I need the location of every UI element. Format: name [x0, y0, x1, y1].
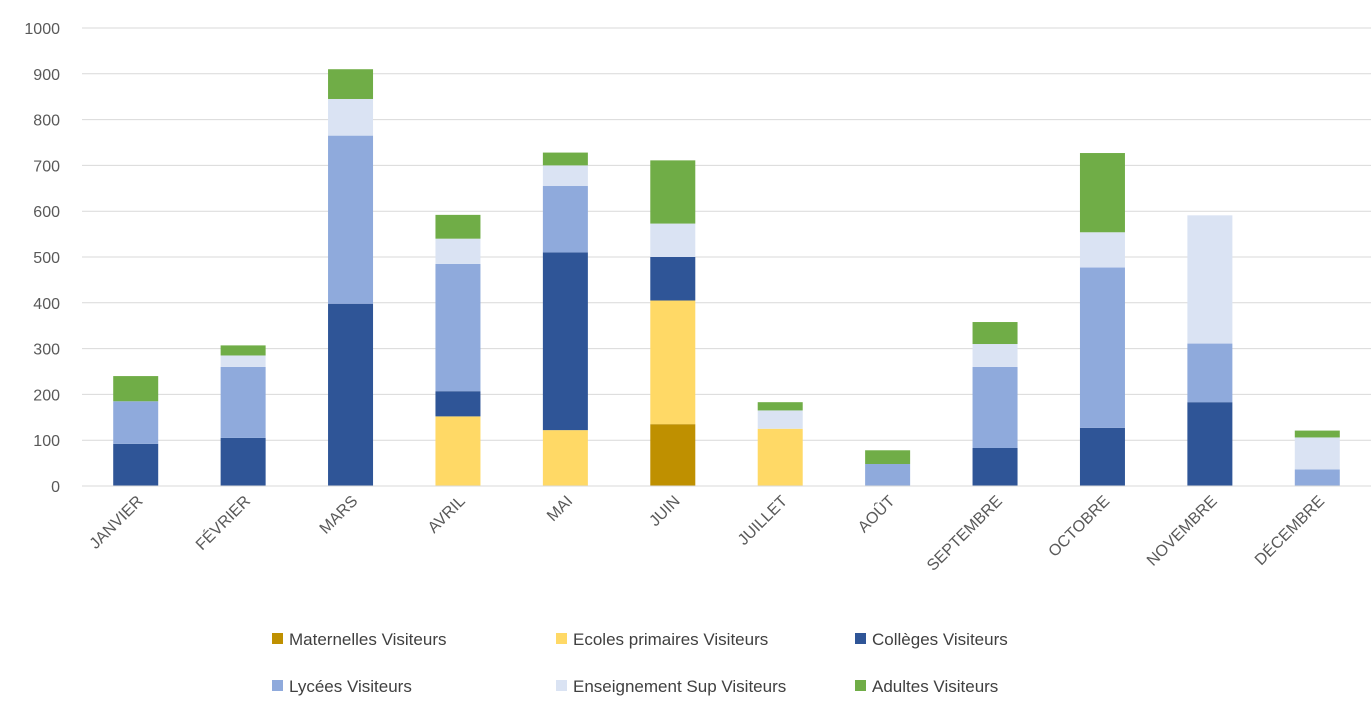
y-tick-label-300: 300 — [33, 342, 60, 359]
legend-label-ecoles-primaires-visiteurs: Ecoles primaires Visiteurs — [573, 630, 768, 649]
bar-fevrier-colleges-visiteurs — [220, 437, 266, 486]
legend-item-enseignement-sup-visiteurs: Enseignement Sup Visiteurs — [556, 677, 786, 696]
y-tick-label-900: 900 — [33, 67, 60, 84]
x-tick-label-mars: MARS — [317, 493, 362, 538]
legend-item-colleges-visiteurs: Collèges Visiteurs — [855, 630, 1008, 649]
x-tick-label-aout: AOÛT — [854, 491, 899, 536]
bar-septembre-enseignement-sup-visiteurs — [972, 344, 1018, 367]
legend-item-lycees-visiteurs: Lycées Visiteurs — [272, 677, 412, 696]
bar-avril-ecoles-primaires-visiteurs — [435, 416, 481, 486]
bar-fevrier-enseignement-sup-visiteurs — [220, 355, 266, 367]
legend-label-adultes-visiteurs: Adultes Visiteurs — [872, 677, 998, 696]
bar-janvier-lycees-visiteurs — [113, 401, 159, 444]
bar-janvier-adultes-visiteurs — [113, 376, 159, 402]
legend-swatch-maternelles-visiteurs — [272, 633, 283, 644]
x-tick-label-octobre: OCTOBRE — [1046, 493, 1114, 561]
bar-septembre-colleges-visiteurs — [972, 447, 1018, 486]
bar-mai-adultes-visiteurs — [542, 152, 588, 166]
bar-juin-enseignement-sup-visiteurs — [650, 223, 696, 257]
bar-novembre-lycees-visiteurs — [1187, 343, 1233, 403]
bar-juin-adultes-visiteurs — [650, 160, 696, 224]
legend-swatch-adultes-visiteurs — [855, 680, 866, 691]
bar-juin-maternelles-visiteurs — [650, 424, 696, 486]
x-tick-label-septembre: SEPTEMBRE — [924, 493, 1006, 575]
legend-label-maternelles-visiteurs: Maternelles Visiteurs — [289, 630, 446, 649]
bar-mars-lycees-visiteurs — [328, 135, 374, 304]
bar-mars-adultes-visiteurs — [328, 69, 374, 99]
x-tick-label-juin: JUIN — [646, 493, 683, 530]
bar-septembre-adultes-visiteurs — [972, 322, 1018, 345]
bar-septembre-lycees-visiteurs — [972, 366, 1018, 448]
bar-aout-lycees-visiteurs — [865, 464, 911, 486]
legend-swatch-enseignement-sup-visiteurs — [556, 680, 567, 691]
bar-avril-colleges-visiteurs — [435, 391, 481, 417]
bar-mai-enseignement-sup-visiteurs — [542, 165, 588, 187]
bar-avril-enseignement-sup-visiteurs — [435, 238, 481, 264]
legend-swatch-colleges-visiteurs — [855, 633, 866, 644]
legend-label-lycees-visiteurs: Lycées Visiteurs — [289, 677, 412, 696]
y-tick-label-500: 500 — [33, 250, 60, 267]
y-tick-label-1000: 1000 — [24, 21, 60, 38]
bar-juillet-ecoles-primaires-visiteurs — [757, 428, 803, 486]
bar-janvier-colleges-visiteurs — [113, 443, 159, 486]
x-axis-tick-labels: JANVIER FÉVRIER MARS AVRIL MAI JUIN JUILLET AOÛ… — [87, 491, 1328, 574]
bar-octobre-colleges-visiteurs — [1079, 427, 1125, 486]
bar-octobre-adultes-visiteurs — [1079, 153, 1125, 233]
bar-mai-colleges-visiteurs — [542, 252, 588, 431]
x-tick-label-avril: AVRIL — [425, 493, 469, 537]
bar-mai-ecoles-primaires-visiteurs — [542, 430, 588, 486]
x-tick-label-fevrier: FÉVRIER — [191, 491, 253, 553]
bar-mai-lycees-visiteurs — [542, 186, 588, 253]
y-tick-label-600: 600 — [33, 204, 60, 221]
bar-decembre-enseignement-sup-visiteurs — [1294, 437, 1340, 470]
bar-fevrier-lycees-visiteurs — [220, 366, 266, 438]
y-tick-label-400: 400 — [33, 296, 60, 313]
bar-mars-colleges-visiteurs — [328, 303, 374, 486]
bar-novembre-colleges-visiteurs — [1187, 402, 1233, 486]
x-tick-label-juillet: JUILLET — [735, 493, 791, 549]
bar-juin-colleges-visiteurs — [650, 257, 696, 301]
legend-item-maternelles-visiteurs: Maternelles Visiteurs — [272, 630, 446, 649]
bar-aout-adultes-visiteurs — [865, 450, 911, 465]
y-tick-label-800: 800 — [33, 113, 60, 130]
gridlines — [82, 27, 1371, 441]
bar-avril-adultes-visiteurs — [435, 214, 481, 239]
bar-fevrier-adultes-visiteurs — [220, 345, 266, 356]
y-tick-label-100: 100 — [33, 433, 60, 450]
bar-mars-enseignement-sup-visiteurs — [328, 98, 374, 136]
legend-swatch-ecoles-primaires-visiteurs — [556, 633, 567, 644]
y-tick-label-200: 200 — [33, 387, 60, 404]
bar-octobre-enseignement-sup-visiteurs — [1079, 232, 1125, 268]
y-axis-tick-labels: 0 100 200 300 400 500 600 700 800 900 1000 — [24, 21, 60, 496]
x-tick-label-janvier: JANVIER — [87, 493, 147, 553]
legend-label-colleges-visiteurs: Collèges Visiteurs — [872, 630, 1008, 649]
legend-swatch-lycees-visiteurs — [272, 680, 283, 691]
bar-decembre-adultes-visiteurs — [1294, 430, 1340, 438]
bar-juillet-adultes-visiteurs — [757, 402, 803, 411]
legend-item-adultes-visiteurs: Adultes Visiteurs — [855, 677, 998, 696]
bars — [113, 69, 1340, 486]
bar-juin-ecoles-primaires-visiteurs — [650, 300, 696, 425]
y-tick-label-0: 0 — [51, 479, 60, 496]
bar-decembre-lycees-visiteurs — [1294, 469, 1340, 486]
x-tick-label-novembre: NOVEMBRE — [1144, 493, 1221, 570]
bar-avril-lycees-visiteurs — [435, 263, 481, 392]
x-tick-label-mai: MAI — [544, 493, 576, 525]
bar-novembre-enseignement-sup-visiteurs — [1187, 215, 1233, 344]
legend-item-ecoles-primaires-visiteurs: Ecoles primaires Visiteurs — [556, 630, 768, 649]
legend-label-enseignement-sup-visiteurs: Enseignement Sup Visiteurs — [573, 677, 786, 696]
y-tick-label-700: 700 — [33, 158, 60, 175]
x-tick-label-decembre: DÉCEMBRE — [1251, 491, 1329, 569]
legend: Maternelles Visiteurs Ecoles primaires Vi… — [272, 630, 1008, 696]
bar-juillet-enseignement-sup-visiteurs — [757, 410, 803, 429]
bar-octobre-lycees-visiteurs — [1079, 267, 1125, 428]
